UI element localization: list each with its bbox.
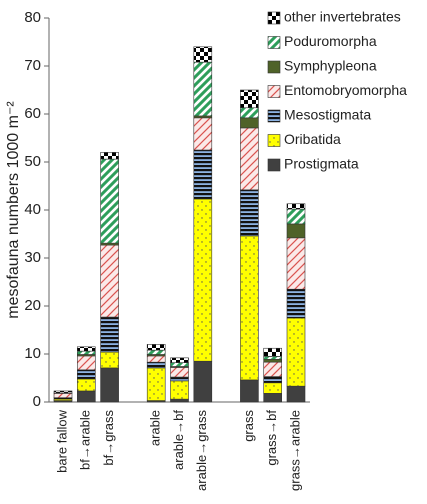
x-tick-label: arable xyxy=(148,410,163,446)
bar-segment xyxy=(101,352,119,368)
bar-segment xyxy=(147,356,165,362)
bar-segment xyxy=(54,391,72,393)
bar-segment xyxy=(264,348,282,356)
y-tick-label: 80 xyxy=(24,9,41,26)
bar-segment xyxy=(171,358,189,363)
bar-segment xyxy=(147,362,165,368)
bar-segment xyxy=(77,351,95,354)
legend-label: other invertebrates xyxy=(284,9,401,25)
x-tick-label: bare fallow xyxy=(54,409,69,472)
bar-segment xyxy=(240,118,258,128)
bar-segment xyxy=(101,245,119,317)
legend-swatch xyxy=(268,61,280,73)
legend-swatch xyxy=(268,110,280,122)
bar-segment xyxy=(264,377,282,383)
legend-label: Entomobryomorpha xyxy=(284,82,407,98)
y-tick-label: 30 xyxy=(24,249,41,266)
y-tick-label: 50 xyxy=(24,153,41,170)
legend-label: Mesostigmata xyxy=(284,107,371,123)
bar-segment xyxy=(287,289,305,318)
bar-segment xyxy=(240,108,258,118)
y-tick-label: 60 xyxy=(24,105,41,122)
bar-segment xyxy=(194,62,212,116)
legend-swatch xyxy=(268,37,280,49)
bar-segment xyxy=(147,350,165,354)
bar-segment xyxy=(194,361,212,402)
bar-segment xyxy=(54,393,72,397)
bar-segment xyxy=(194,199,212,361)
bar-segment xyxy=(194,118,212,150)
y-tick-label: 0 xyxy=(33,393,41,410)
bar-segment xyxy=(101,368,119,402)
bar-segment xyxy=(101,159,119,243)
bar-segment xyxy=(77,370,95,379)
bar-segment xyxy=(240,90,258,108)
bar-segment xyxy=(171,399,189,402)
x-tick-label: arable→grass xyxy=(194,410,209,491)
bar-segment xyxy=(287,238,305,289)
bar-segment xyxy=(287,204,305,209)
y-tick-label: 40 xyxy=(24,201,41,218)
bar-segment xyxy=(194,150,212,199)
x-tick-label: grass xyxy=(241,410,256,442)
y-tick-label: 10 xyxy=(24,345,41,362)
bar-segment xyxy=(264,362,282,376)
bar-segment xyxy=(101,152,119,159)
bar-segment xyxy=(77,391,95,402)
legend-label: Poduromorpha xyxy=(284,33,377,49)
bar-segment xyxy=(77,347,95,351)
bar-segment xyxy=(147,368,165,401)
x-tick-label: grass→arable xyxy=(287,410,302,491)
bar-segment xyxy=(171,363,189,367)
y-axis-label: mesofauna numbers 1000 m⁻² xyxy=(5,101,22,319)
bar-segment xyxy=(264,383,282,394)
bar-segment xyxy=(101,317,119,352)
bar-segment xyxy=(287,209,305,224)
bar-segment xyxy=(240,190,258,236)
bar-segment xyxy=(240,236,258,380)
bar-segment xyxy=(171,367,189,377)
bar-segment xyxy=(287,318,305,386)
bar-segment xyxy=(287,224,305,238)
x-tick-label: bf→arable xyxy=(78,410,93,470)
legend-swatch xyxy=(268,12,280,24)
x-tick-label: bf→grass xyxy=(101,410,116,466)
legend-swatch xyxy=(268,135,280,147)
bar-segment xyxy=(77,379,95,391)
bar-segment xyxy=(240,380,258,402)
legend-label: Symphypleona xyxy=(284,58,377,74)
bar-segment xyxy=(264,356,282,359)
bar-segment xyxy=(171,377,189,381)
bar-segment xyxy=(287,386,305,402)
x-tick-label: grass→bf xyxy=(264,410,279,466)
legend-label: Prostigmata xyxy=(284,156,359,172)
bar-segment xyxy=(171,381,189,399)
bar-segment xyxy=(147,344,165,350)
legend-swatch xyxy=(268,159,280,171)
y-tick-label: 70 xyxy=(24,57,41,74)
bar-segment xyxy=(77,356,95,370)
bar-segment xyxy=(240,128,258,190)
bar-segment xyxy=(264,393,282,402)
legend-swatch xyxy=(268,86,280,98)
bar-segment xyxy=(264,359,282,362)
y-tick-label: 20 xyxy=(24,297,41,314)
x-tick-label: arable→bf xyxy=(171,410,186,470)
legend-label: Oribatida xyxy=(284,131,341,147)
bar-segment xyxy=(194,47,212,62)
